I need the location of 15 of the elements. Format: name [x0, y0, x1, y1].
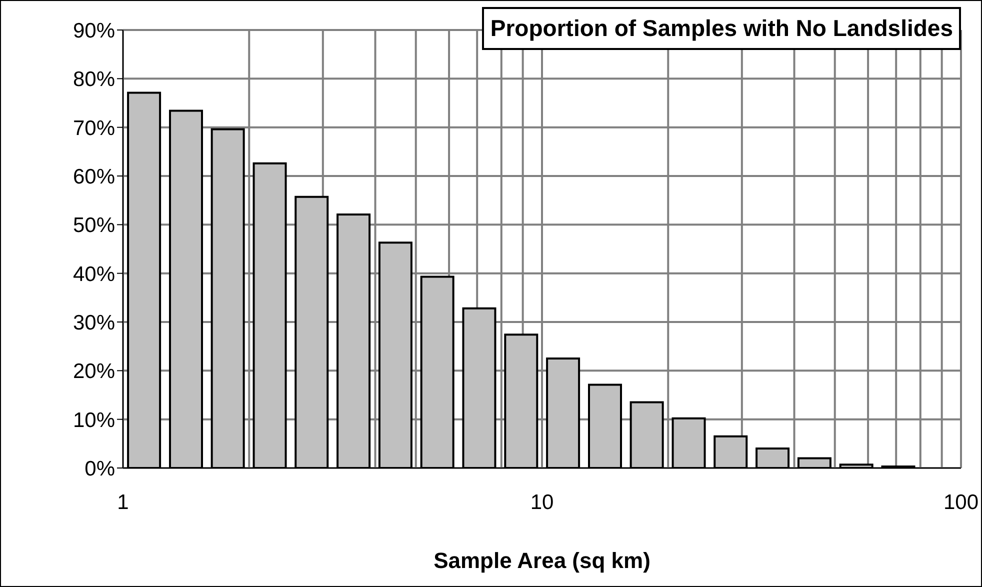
x-tick-label: 100 — [943, 490, 979, 514]
y-tick-label: 80% — [72, 68, 115, 92]
y-tick-label: 90% — [72, 19, 115, 42]
y-tick-label: 30% — [72, 311, 115, 334]
x-axis-title: Sample Area (sq km) — [434, 548, 650, 573]
y-tick-label: 60% — [72, 165, 115, 188]
y-tick-label: 70% — [72, 116, 115, 140]
y-tick-label: 40% — [72, 262, 115, 286]
y-tick-label: 0% — [84, 457, 115, 480]
x-tick-label: 1 — [117, 490, 129, 514]
y-tick-label: 10% — [72, 408, 115, 432]
y-tick-label: 20% — [72, 360, 115, 384]
y-tick-label: 50% — [72, 214, 115, 238]
chart-title: Proportion of Samples with No Landslides — [482, 7, 961, 50]
x-tick-label: 10 — [530, 490, 554, 514]
